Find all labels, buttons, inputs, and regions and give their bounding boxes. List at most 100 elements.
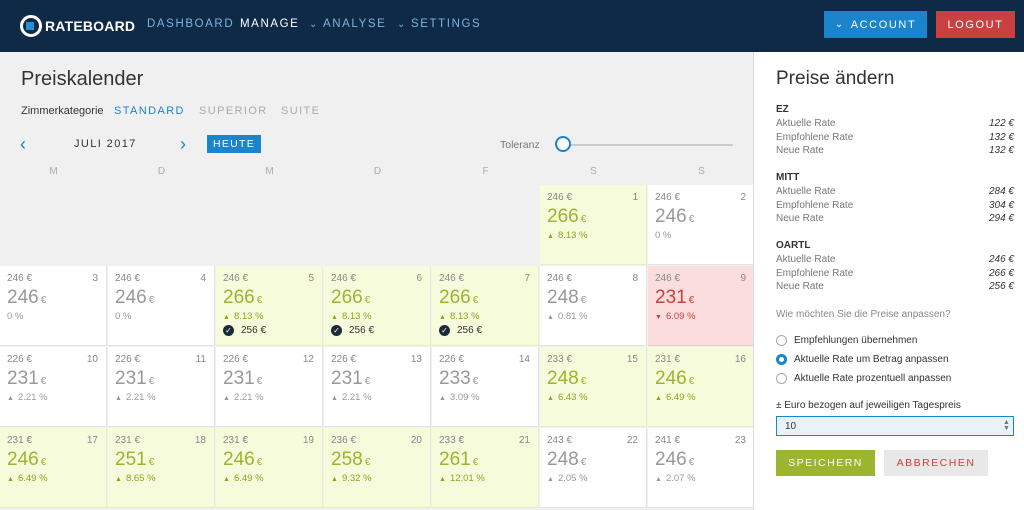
calendar-day-cell[interactable]: 246 € 8 248 € ▲ 0.81 %: [540, 266, 647, 346]
percent-value: 8.13 %: [233, 311, 264, 322]
euro-sign: €: [148, 457, 155, 468]
nav-dashboard[interactable]: DASHBOARD: [147, 18, 235, 30]
price-value: 248: [547, 368, 579, 389]
tab-superior[interactable]: SUPERIOR: [199, 105, 268, 117]
new-rate: ✓ 256 €: [331, 325, 374, 336]
calendar-day-cell[interactable]: 226 € 11 231 € ▲ 2.21 %: [108, 347, 215, 427]
calendar-day-cell[interactable]: 231 € 16 246 € ▲ 6.49 %: [648, 347, 755, 427]
day-number: 16: [734, 354, 746, 365]
percent-value: 6.09 %: [665, 311, 696, 322]
calendar-day-cell[interactable]: 226 € 14 233 € ▲ 3.09 %: [432, 347, 539, 427]
account-button[interactable]: ⌄ ACCOUNT: [824, 11, 927, 38]
price-value: 246: [655, 368, 687, 389]
top-navbar: RATEBOARD DASHBOARD MANAGE ⌄ ANALYSE ⌄ SET…: [0, 0, 1024, 52]
calendar-day-cell[interactable]: 246 € 6 266 € ▲ 8.13 % ✓ 256 €: [324, 266, 431, 346]
percent-value: 8.13 %: [449, 311, 480, 322]
price-value: 231: [115, 368, 147, 389]
tolerance-slider-thumb[interactable]: [555, 136, 571, 152]
rate-value: 294 €: [988, 213, 1014, 224]
radio-percent[interactable]: [776, 373, 787, 384]
arrow-up-icon: ▲: [223, 314, 230, 321]
calendar-day-cell[interactable]: 226 € 12 231 € ▲ 2.21 %: [216, 347, 323, 427]
nav-analyse[interactable]: ⌄ ANALYSE: [309, 18, 386, 30]
calendar-day-cell[interactable]: 246 € 1 266 € ▲ 8.13 %: [540, 185, 647, 265]
rate-label: Empfohlene Rate: [776, 131, 854, 143]
tab-standard[interactable]: STANDARD: [114, 105, 185, 117]
calendar-day-cell[interactable]: 246 € 7 266 € ▲ 8.13 % ✓ 256 €: [432, 266, 539, 346]
price-value: 266: [439, 287, 471, 308]
calendar-day-cell[interactable]: 231 € 19 246 € ▲ 6.49 %: [216, 428, 323, 508]
old-price: 246 €: [115, 273, 141, 284]
arrow-up-icon: ▲: [115, 395, 122, 402]
euro-sign: €: [580, 457, 587, 468]
old-price: 246 €: [331, 273, 357, 284]
cancel-button[interactable]: ABBRECHEN: [884, 450, 988, 476]
calendar-day-cell[interactable]: 246 €4 246 €0 %: [108, 266, 215, 346]
tolerance-slider-track[interactable]: [556, 144, 733, 146]
radio-amount-label[interactable]: Aktuelle Rate um Betrag anpassen: [794, 354, 949, 365]
day-number: 9: [740, 273, 746, 284]
euro-sign: €: [40, 457, 47, 468]
new-rate-value: 256 €: [241, 325, 267, 336]
price-value: 266: [547, 206, 579, 227]
arrow-up-icon: ▲: [331, 395, 338, 402]
calendar-day-cell[interactable]: 231 € 18 251 € ▲ 8.65 %: [108, 428, 215, 508]
tab-suite[interactable]: SUITE: [281, 105, 321, 117]
day-number: 4: [200, 273, 206, 284]
percent-value: 0 %: [115, 311, 132, 322]
room-group-name: EZ: [776, 104, 789, 115]
percent-value: 2.21 %: [17, 392, 48, 403]
suggested-price: 266 €: [547, 206, 586, 228]
save-button[interactable]: SPEICHERN: [776, 450, 875, 476]
calendar-day-cell[interactable]: 241 € 23 246 € ▲ 2.07 %: [648, 428, 755, 508]
arrow-up-icon: ▲: [439, 314, 446, 321]
radio-amount[interactable]: [776, 354, 787, 365]
rate-label: Neue Rate: [776, 281, 824, 292]
day-number: 22: [626, 435, 638, 446]
next-month-icon[interactable]: ›: [180, 134, 186, 154]
calendar-day-cell[interactable]: 246 €3 246 €0 %: [0, 266, 107, 346]
calendar-day-cell[interactable]: 226 € 10 231 € ▲ 2.21 %: [0, 347, 107, 427]
new-rate-value: 256 €: [457, 325, 483, 336]
rate-label: Neue Rate: [776, 213, 824, 224]
calendar-day-cell[interactable]: 231 € 17 246 € ▲ 6.49 %: [0, 428, 107, 508]
calendar-day-cell[interactable]: 233 € 15 248 € ▲ 6.43 %: [540, 347, 647, 427]
radio-recommendations-label[interactable]: Empfehlungen übernehmen: [794, 335, 918, 346]
calendar-day-cell[interactable]: 246 € 5 266 € ▲ 8.13 % ✓ 256 €: [216, 266, 323, 346]
old-price: 231 €: [7, 435, 33, 446]
logout-button[interactable]: LOGOUT: [936, 11, 1015, 38]
percent-change: ▲ 8.13 %: [439, 311, 480, 322]
calendar-day-cell[interactable]: 246 €2 246 €0 %: [648, 185, 755, 265]
panel-title: Preise ändern: [776, 68, 895, 89]
rateboard-logo[interactable]: RATEBOARD: [20, 13, 135, 39]
suggested-price: 246 €: [655, 449, 694, 471]
calendar-day-cell[interactable]: 226 € 13 231 € ▲ 2.21 %: [324, 347, 431, 427]
calendar-day-cell[interactable]: 233 € 21 261 € ▲ 12.01 %: [432, 428, 539, 508]
room-category-label: Zimmerkategorie: [21, 105, 104, 117]
amount-input[interactable]: [776, 416, 1014, 436]
radio-recommendations[interactable]: [776, 335, 787, 346]
page-title: Preiskalender: [21, 68, 144, 90]
price-value: 246: [655, 449, 687, 470]
chevron-down-icon: ⌄: [309, 19, 319, 30]
percent-value: 8.65 %: [125, 473, 156, 484]
calendar-day-cell[interactable]: 236 € 20 258 € ▲ 9.32 %: [324, 428, 431, 508]
day-number: 19: [302, 435, 314, 446]
stepper-icon[interactable]: ▲ ▼: [1003, 419, 1010, 432]
nav-settings[interactable]: ⌄ SETTINGS: [397, 18, 481, 30]
radio-percent-label[interactable]: Aktuelle Rate prozentuell anpassen: [794, 373, 952, 384]
euro-sign: €: [148, 295, 155, 306]
percent-value: 6.49 %: [665, 392, 696, 403]
rate-label: Aktuelle Rate: [776, 254, 836, 265]
price-value: 246: [7, 449, 39, 470]
nav-manage[interactable]: MANAGE: [240, 18, 300, 30]
today-button[interactable]: HEUTE: [207, 135, 261, 153]
old-price: 246 €: [655, 192, 681, 203]
old-price: 246 €: [223, 273, 249, 284]
calendar-day-cell[interactable]: 246 € 9 231 € ▼ 6.09 %: [648, 266, 755, 346]
prev-month-icon[interactable]: ‹: [20, 134, 26, 154]
percent-change: ▲ 8.13 %: [331, 311, 372, 322]
percent-change: ▲ 9.32 %: [331, 473, 372, 484]
percent-change: 0 %: [7, 311, 23, 322]
calendar-day-cell[interactable]: 243 € 22 248 € ▲ 2.05 %: [540, 428, 647, 508]
